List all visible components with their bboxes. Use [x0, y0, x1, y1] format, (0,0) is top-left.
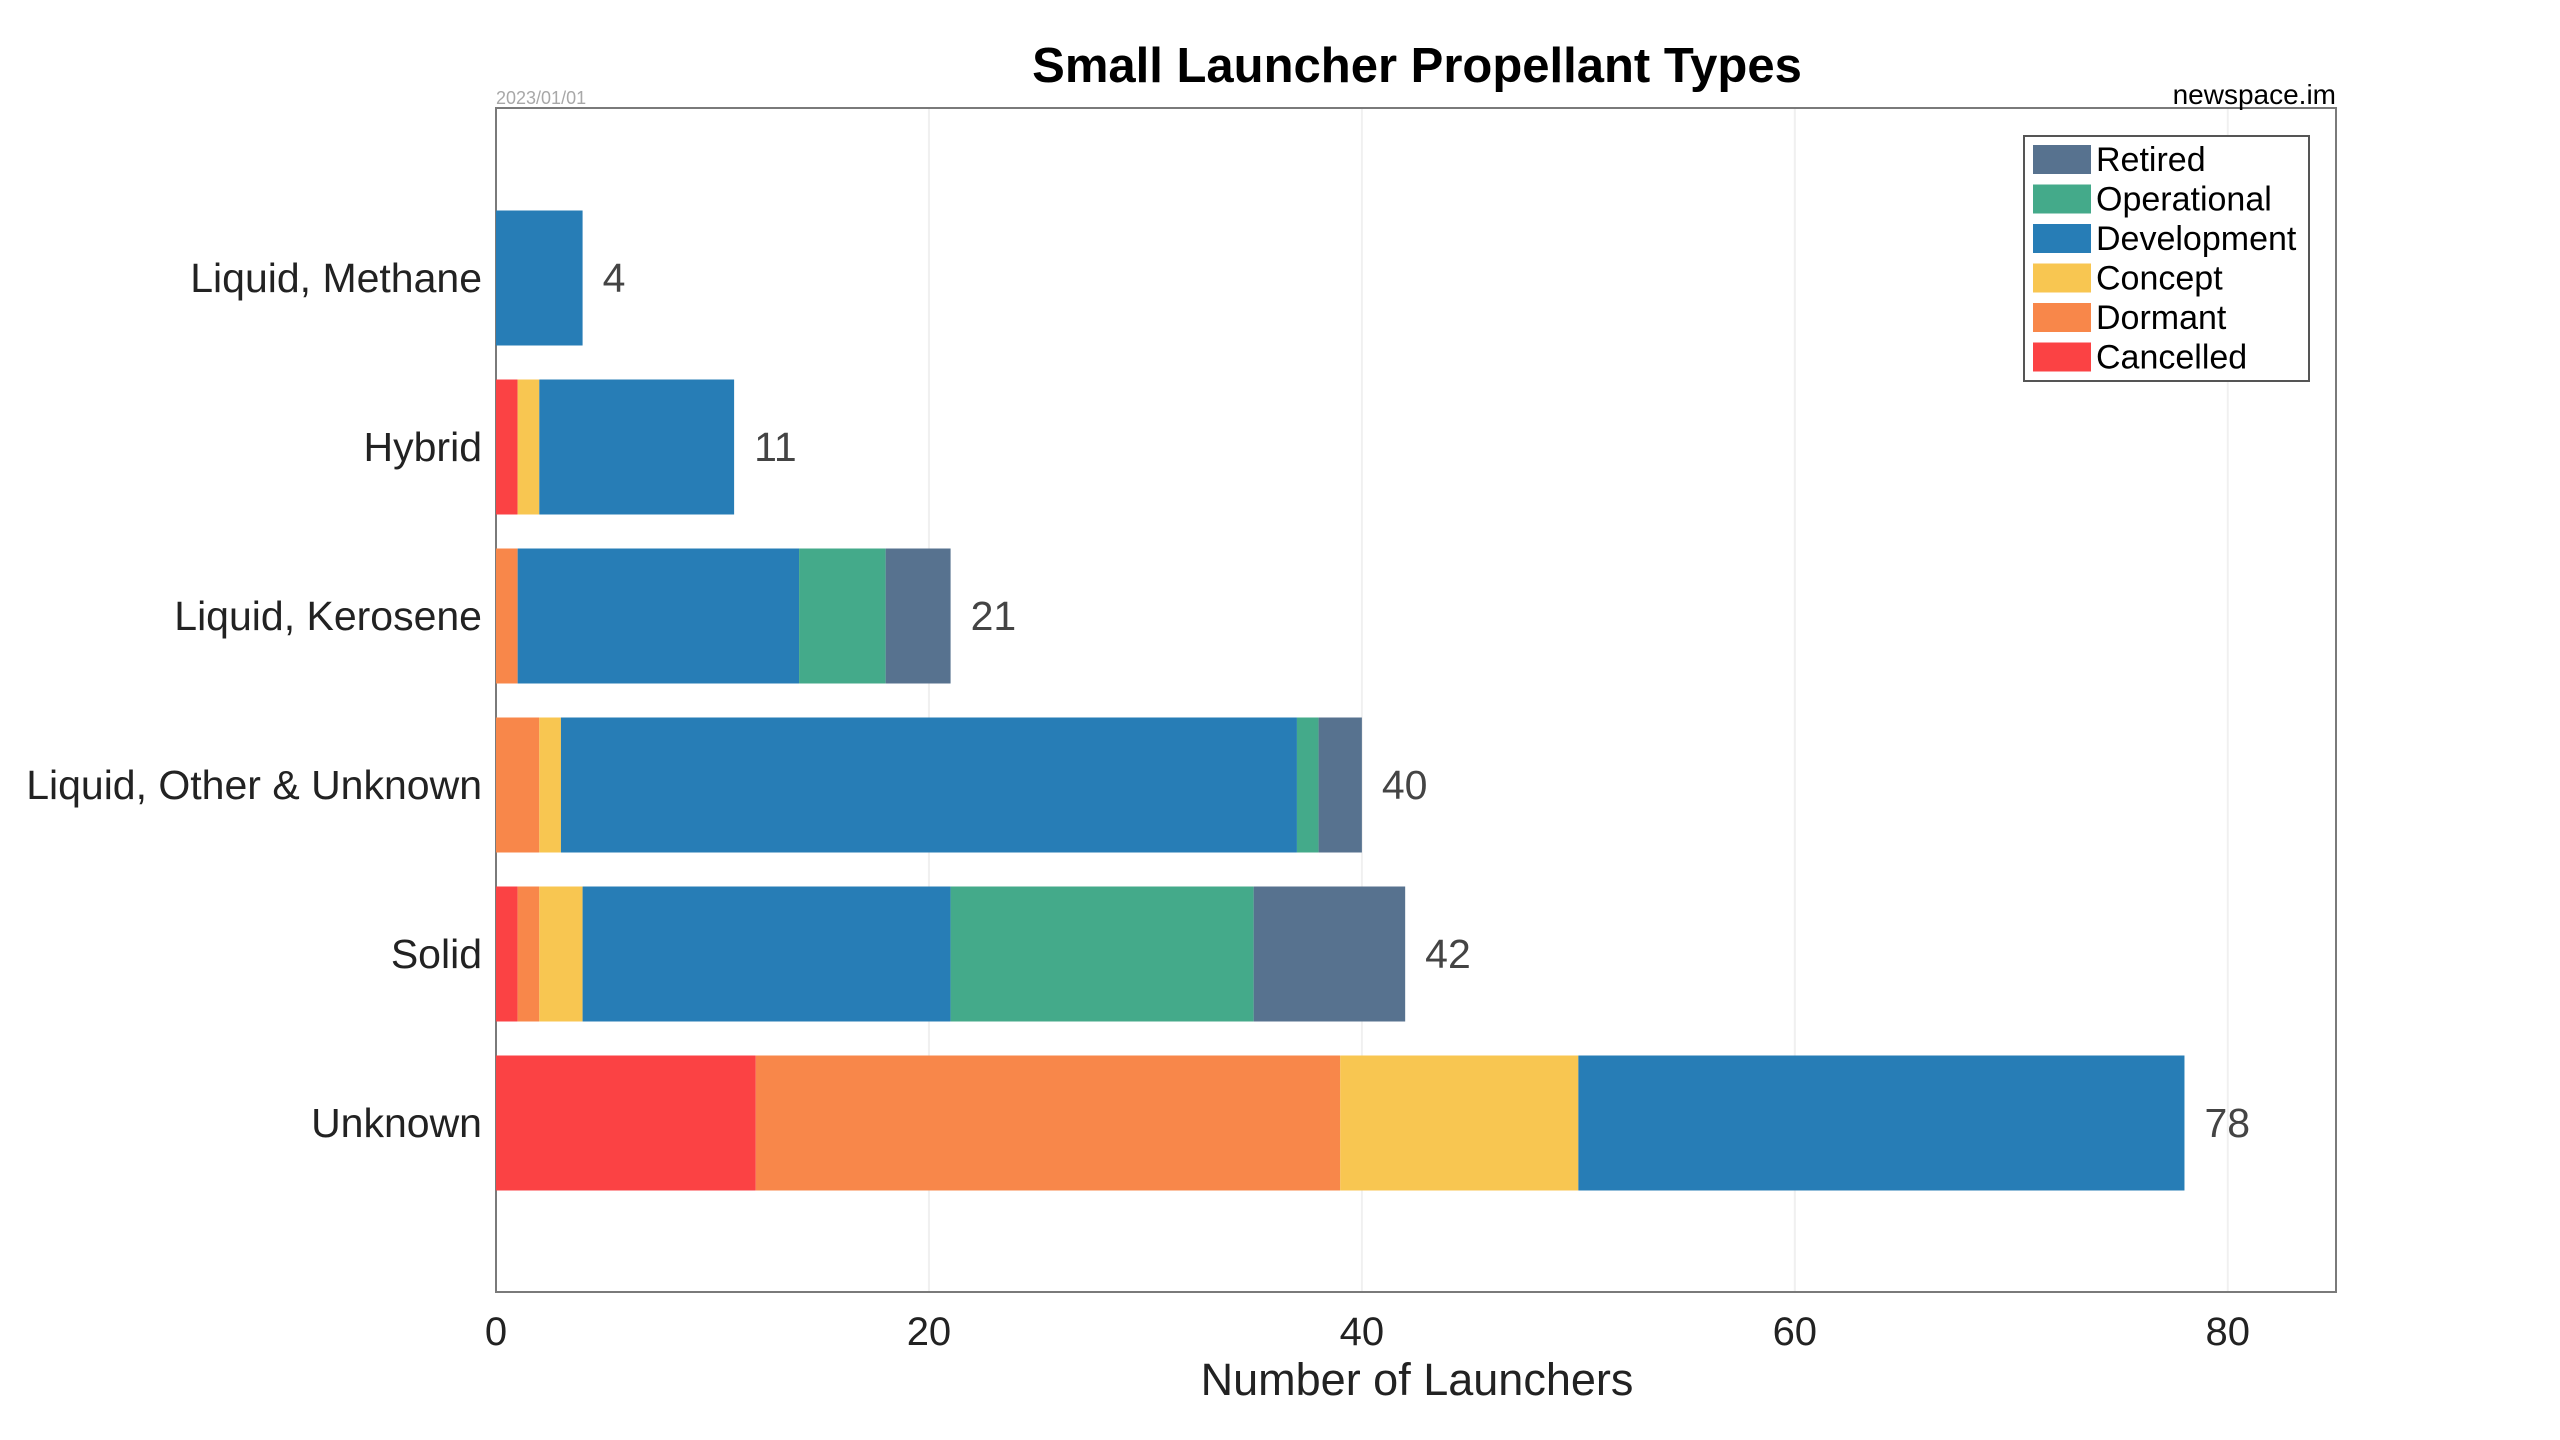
bar-liquid-other-unknown-concept	[539, 717, 561, 853]
chart-title: Small Launcher Propellant Types	[1032, 39, 1802, 93]
x-tick-label-0: 0	[485, 1310, 507, 1354]
bar-liquid-other-unknown-development	[560, 717, 1297, 853]
legend-swatch-operational	[2033, 184, 2091, 214]
bar-liquid-kerosene-operational	[799, 548, 886, 684]
bar-hybrid-concept	[517, 379, 540, 515]
bar-liquid-other-unknown-retired	[1318, 717, 1362, 853]
bar-liquid-kerosene-development	[517, 548, 800, 684]
bars	[496, 210, 2185, 1191]
bar-solid-concept	[539, 886, 583, 1022]
bar-liquid-other-unknown-dormant	[496, 717, 540, 853]
bar-hybrid-development	[539, 379, 735, 515]
legend-label-retired: Retired	[2096, 141, 2206, 179]
x-tick-label-40: 40	[1340, 1310, 1385, 1354]
total-label-solid: 42	[1425, 931, 1471, 977]
bar-hybrid-cancelled	[496, 379, 518, 515]
plot-frame	[495, 107, 2337, 1293]
source-label: newspace.im	[2173, 79, 2336, 110]
bar-liquid-kerosene-dormant	[496, 548, 518, 684]
bar-liquid-kerosene-retired	[885, 548, 951, 684]
total-label-liquid-kerosene: 21	[971, 593, 1017, 639]
legend-label-concept: Concept	[2096, 260, 2223, 298]
legend-swatch-cancelled	[2033, 342, 2091, 372]
bar-solid-dormant	[517, 886, 540, 1022]
legend-label-development: Development	[2096, 220, 2297, 258]
legend-label-cancelled: Cancelled	[2096, 339, 2247, 377]
legend-label-dormant: Dormant	[2096, 299, 2227, 337]
bar-solid-operational	[950, 886, 1254, 1022]
x-axis-title: Number of Launchers	[1201, 1354, 1634, 1405]
category-label-liquid-other-unknown: Liquid, Other & Unknown	[26, 762, 482, 808]
category-label-liquid-kerosene: Liquid, Kerosene	[174, 593, 482, 639]
legend: RetiredOperationalDevelopmentConceptDorm…	[2023, 135, 2310, 382]
bar-unknown-concept	[1340, 1055, 1579, 1191]
bar-unknown-cancelled	[496, 1055, 756, 1191]
bar-liquid-other-unknown-operational	[1296, 717, 1319, 853]
total-label-liquid-other-unknown: 40	[1382, 762, 1428, 808]
bar-unknown-development	[1578, 1055, 2185, 1191]
x-tick-label-60: 60	[1773, 1310, 1818, 1354]
bar-solid-cancelled	[496, 886, 518, 1022]
total-label-unknown: 78	[2204, 1100, 2250, 1146]
legend-swatch-retired	[2033, 145, 2091, 174]
category-label-unknown: Unknown	[311, 1100, 482, 1146]
bar-solid-retired	[1253, 886, 1406, 1022]
x-tick-label-80: 80	[2206, 1310, 2251, 1354]
bar-solid-development	[582, 886, 951, 1022]
total-label-liquid-methane: 4	[603, 255, 626, 301]
legend-swatch-concept	[2033, 263, 2091, 293]
x-axis-ticks: 0 20 40 60 80	[485, 1310, 2250, 1354]
bar-unknown-dormant	[755, 1055, 1341, 1191]
date-label: 2023/01/01	[496, 88, 586, 108]
category-label-liquid-methane: Liquid, Methane	[190, 255, 482, 301]
legend-label-operational: Operational	[2096, 181, 2272, 219]
category-label-hybrid: Hybrid	[364, 424, 482, 470]
bar-liquid-methane-development	[496, 210, 583, 346]
total-labels: 4 11 21 40 42 78	[603, 255, 2250, 1146]
category-label-solid: Solid	[391, 931, 482, 977]
x-tick-label-20: 20	[907, 1310, 952, 1354]
total-label-hybrid: 11	[754, 424, 797, 470]
category-labels: Liquid, Methane Hybrid Liquid, Kerosene Liq…	[26, 255, 482, 1146]
legend-swatch-development	[2033, 224, 2091, 253]
legend-swatch-dormant	[2033, 303, 2091, 332]
legend-box	[2023, 135, 2310, 382]
